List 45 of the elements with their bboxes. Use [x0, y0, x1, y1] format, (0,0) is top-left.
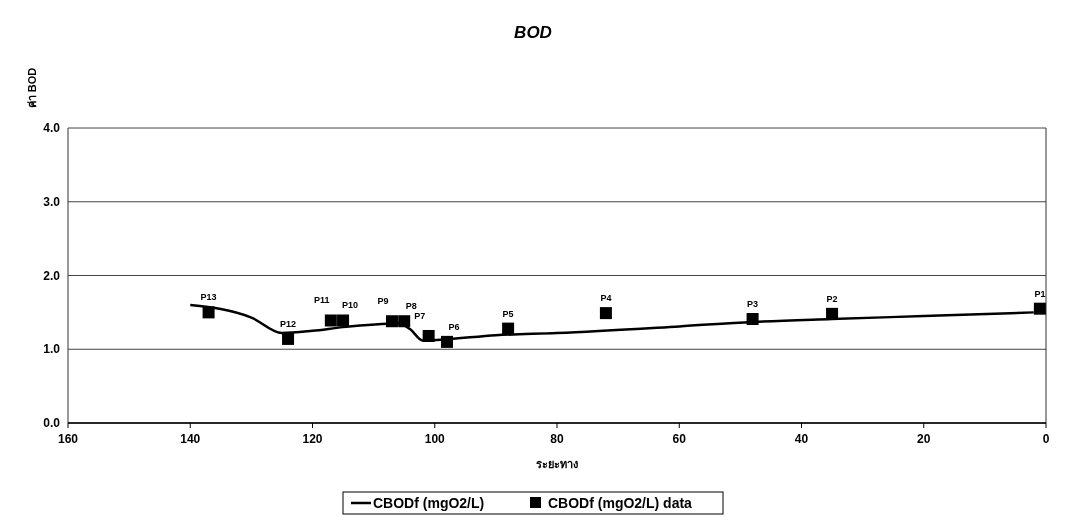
data-label: P10	[342, 300, 359, 311]
point	[282, 332, 295, 345]
y-tick-label: 2.0	[43, 268, 61, 283]
data-label: P1	[1034, 288, 1046, 299]
data-label: P5	[502, 308, 514, 319]
data-label: P13	[200, 292, 217, 303]
y-tick-label: 3.0	[43, 194, 61, 209]
x-axis-title: ระยะทาง	[536, 458, 578, 470]
data-label: P7	[414, 310, 426, 321]
data-label: P9	[377, 296, 389, 307]
point	[324, 314, 337, 327]
x-tick-label: 120	[302, 432, 323, 446]
x-tick-label: 40	[794, 432, 809, 446]
x-tick-label: 60	[672, 432, 687, 446]
point	[385, 315, 398, 328]
point	[826, 307, 839, 320]
point	[1033, 302, 1046, 315]
y-axis-title: ค่า BOD	[26, 67, 38, 109]
point	[440, 335, 453, 348]
legend-label: CBODf (mgO2/L) data	[548, 495, 693, 511]
data-label: P6	[448, 321, 460, 332]
x-tick-label: 20	[917, 432, 931, 446]
data-label: P4	[600, 293, 612, 304]
point	[422, 329, 435, 342]
data-label: P2	[826, 293, 838, 304]
y-tick-label: 1.0	[43, 342, 61, 357]
legend-label: CBODf (mgO2/L)	[373, 495, 485, 511]
data-label: P11	[314, 295, 330, 306]
point	[202, 306, 215, 319]
x-tick-label: 0	[1042, 432, 1050, 446]
point	[337, 314, 350, 327]
x-tick-label: 100	[424, 432, 446, 446]
y-tick-label: 0.0	[43, 416, 61, 430]
point	[502, 322, 515, 335]
data-label: P3	[747, 299, 759, 310]
x-tick-label: 160	[57, 432, 79, 446]
data-label: P8	[405, 301, 417, 312]
data-label: P12	[280, 318, 297, 329]
y-tick-label: 4.0	[43, 121, 61, 135]
point	[398, 315, 411, 328]
x-tick-label: 140	[180, 432, 201, 446]
point	[746, 313, 759, 326]
x-tick-label: 80	[550, 432, 564, 446]
point	[599, 307, 612, 320]
chart-title: BOD	[514, 23, 552, 42]
